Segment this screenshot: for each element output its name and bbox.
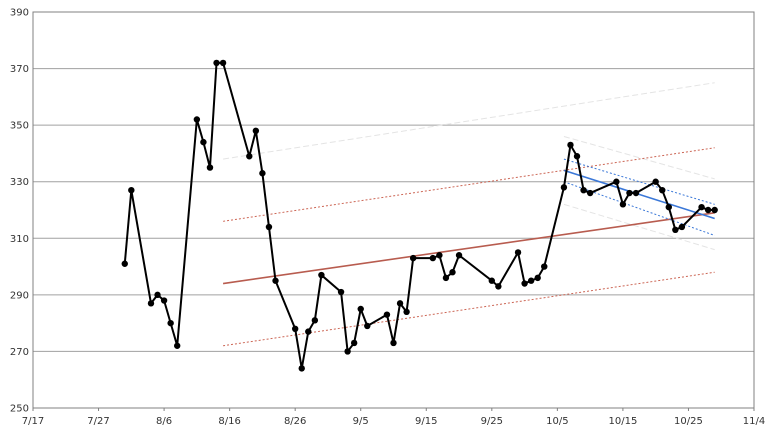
data-point (350, 339, 358, 347)
x-tick-label: 10/5 (546, 416, 568, 427)
y-tick-label: 290 (10, 290, 29, 301)
data-point (344, 348, 351, 355)
x-tick-label: 9/5 (353, 416, 369, 427)
x-tick-label: 9/15 (415, 416, 437, 427)
price-line (123, 61, 715, 370)
faint-guide-line (563, 203, 715, 251)
data-point (193, 116, 201, 123)
data-point (305, 328, 312, 335)
data-point (672, 226, 679, 233)
data-point (652, 178, 659, 185)
data-point (318, 271, 325, 279)
data-point (265, 223, 273, 231)
data-point (121, 260, 128, 267)
y-tick-label: 370 (10, 64, 29, 75)
data-point (252, 127, 260, 134)
data-point (154, 291, 161, 299)
data-point (534, 274, 541, 282)
data-point (246, 153, 253, 160)
x-tick-label: 7/17 (22, 416, 44, 427)
data-point (147, 300, 155, 307)
data-point (626, 189, 633, 197)
data-point (403, 308, 410, 316)
data-point (619, 201, 627, 208)
data-point (311, 317, 319, 324)
channel-upper-line (223, 147, 715, 222)
y-tick-label: 310 (10, 234, 29, 245)
data-point (174, 342, 181, 349)
faint-guide-line (563, 135, 715, 180)
data-point (560, 184, 568, 191)
x-tick-label: 8/16 (218, 416, 240, 427)
data-point (711, 206, 718, 214)
data-point (337, 288, 345, 296)
y-tick-label: 250 (10, 404, 29, 415)
data-point (272, 277, 279, 284)
data-point (659, 187, 666, 194)
x-tick-label: 10/25 (674, 416, 703, 427)
data-point (200, 138, 207, 146)
x-tick-label: 8/6 (156, 416, 172, 427)
data-point (390, 339, 397, 347)
series-layer (121, 59, 718, 372)
data-point (160, 297, 168, 304)
axis-layer: 250 270 290 310 330 350 370 390 7/17 7/27 8/6 8/16 8… (10, 8, 765, 428)
channel-lower-line (223, 271, 715, 347)
data-point (357, 305, 364, 313)
x-tick-label: 9/25 (481, 416, 503, 427)
data-point (541, 263, 548, 270)
faint-guide-line (223, 82, 715, 160)
trend-line (563, 169, 715, 220)
data-point (298, 365, 305, 372)
y-tick-label: 390 (10, 8, 29, 19)
data-point (586, 189, 594, 197)
data-point (436, 252, 443, 259)
data-point (580, 187, 587, 194)
data-point (396, 300, 404, 307)
data-point (206, 164, 214, 171)
data-point (704, 206, 712, 214)
data-point (383, 311, 391, 318)
data-point (455, 252, 463, 259)
data-point (573, 153, 581, 160)
data-point (213, 59, 220, 67)
data-point (291, 325, 299, 332)
x-tick-label: 10/15 (608, 416, 637, 427)
x-tick-label: 8/26 (284, 416, 306, 427)
x-tick-label: 7/27 (87, 416, 109, 427)
data-point (567, 141, 574, 149)
data-point (128, 187, 135, 194)
grid-layer (33, 68, 754, 352)
data-point (449, 269, 456, 276)
data-point (521, 280, 528, 287)
y-tick-label: 350 (10, 121, 29, 132)
data-point (429, 254, 437, 262)
data-point (364, 322, 371, 330)
y-tick-label: 330 (10, 177, 29, 188)
y-tick-label: 270 (10, 347, 29, 358)
data-point (514, 249, 522, 256)
data-point (488, 277, 496, 284)
x-tick-label: 11/4 (743, 416, 765, 427)
data-point (442, 274, 450, 282)
guide-layer (223, 82, 715, 251)
trend-layer (222, 147, 715, 347)
data-point (665, 203, 672, 211)
data-point (167, 319, 174, 327)
data-point (632, 189, 640, 197)
trend-line (222, 212, 715, 285)
data-point (698, 203, 705, 211)
data-point (259, 170, 266, 177)
data-point (495, 283, 502, 290)
plot-frame (32, 11, 755, 409)
data-point (409, 254, 417, 262)
data-point (613, 178, 620, 185)
data-point (219, 59, 227, 67)
channel-lower-line (563, 181, 715, 236)
data-point (678, 223, 686, 231)
data-point (527, 277, 535, 284)
